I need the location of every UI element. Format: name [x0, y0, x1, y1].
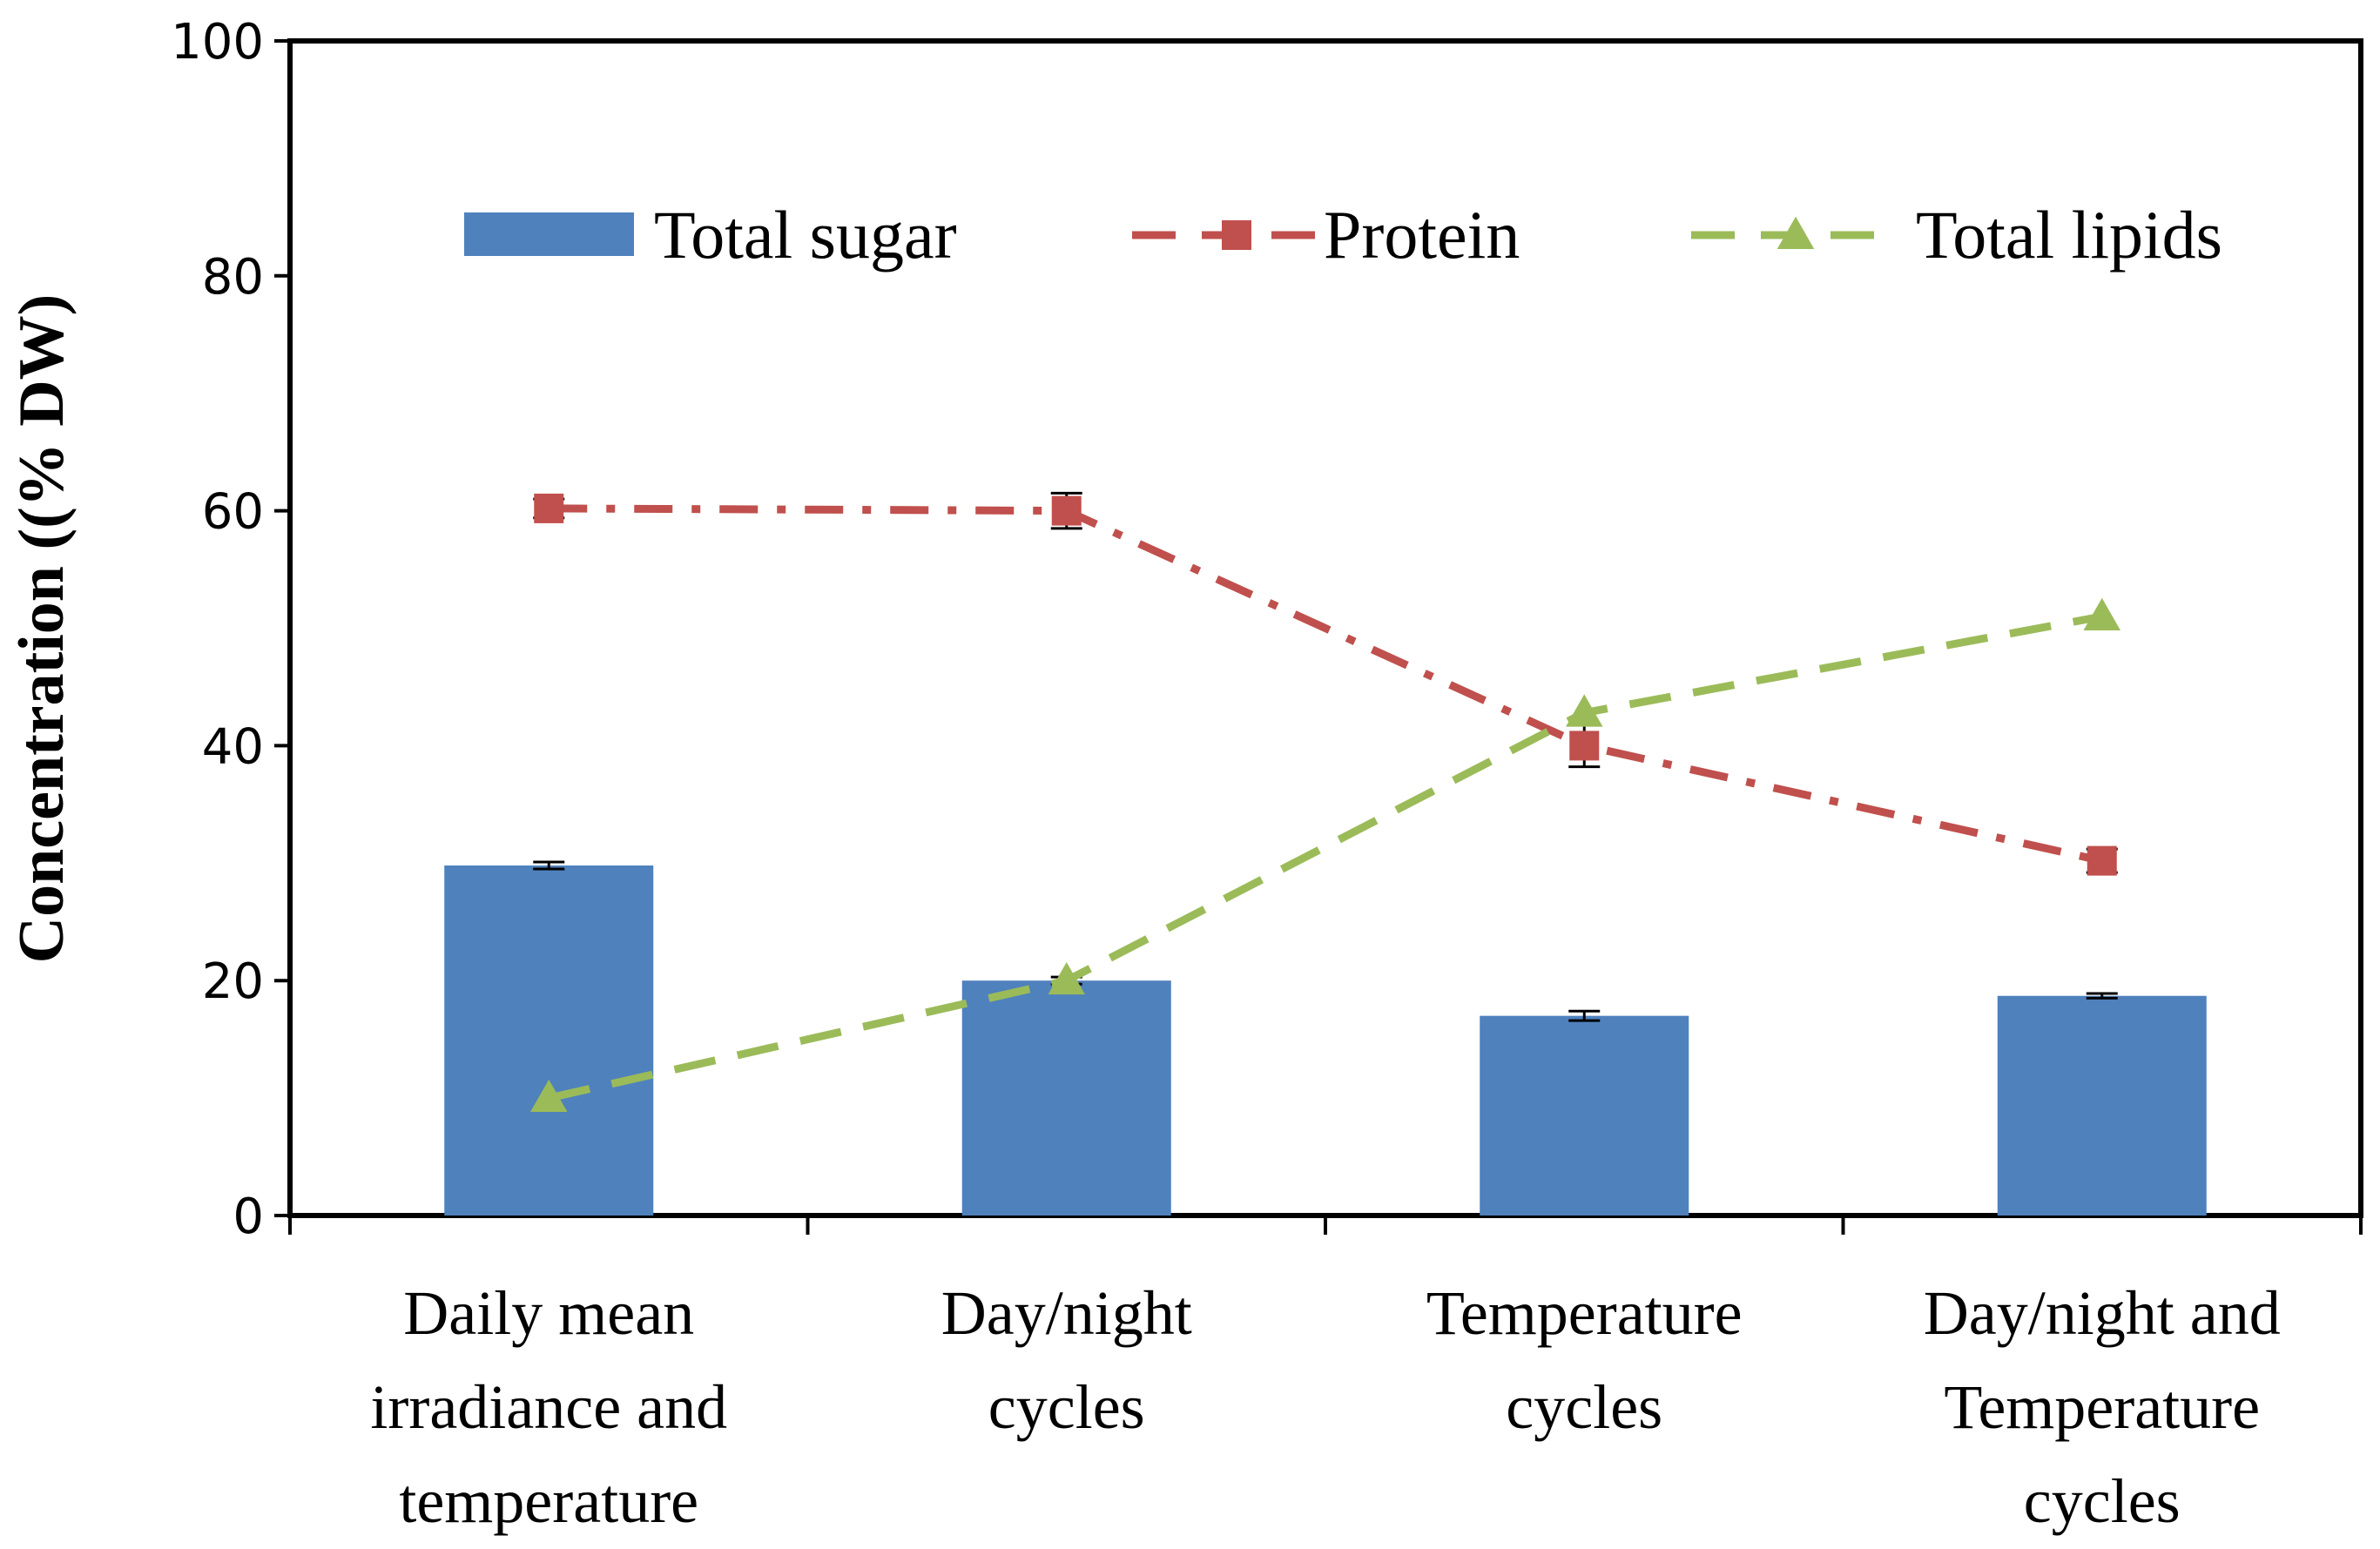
bar-total-sugar [1480, 1015, 1689, 1216]
category-label: Temperature cycles [1426, 1278, 1743, 1442]
y-tick-label: 40 [202, 718, 264, 775]
y-tick-label: 0 [233, 1189, 264, 1245]
category-label-line: Day/night [941, 1278, 1192, 1348]
triangle-marker [2083, 597, 2120, 630]
category-label-line: Daily mean [403, 1278, 694, 1348]
legend-label: Total sugar [654, 197, 957, 273]
legend-label: Protein [1324, 197, 1520, 273]
y-tick-label: 80 [202, 249, 264, 306]
square-marker [1051, 495, 1082, 526]
category-label-line: temperature [399, 1466, 698, 1536]
category-label: Day/night cycles [941, 1278, 1192, 1442]
legend: Total sugar Protein Total lipids [464, 197, 2222, 273]
triangle-marker [1777, 216, 1815, 249]
bar-total-sugar [961, 980, 1171, 1216]
triangle-marker [1566, 694, 1603, 727]
series-total-lipids [530, 597, 2120, 1113]
series-protein [533, 491, 2118, 876]
series-line [548, 612, 2103, 1102]
square-marker [1569, 731, 1600, 761]
y-axis-title: Concentration ((% DW) [6, 294, 78, 964]
category-label-line: Day/night and [1924, 1278, 2281, 1348]
square-marker [1222, 220, 1251, 250]
triangle-marker [1048, 961, 1085, 995]
legend-item-total-sugar: Total sugar [464, 197, 957, 273]
square-marker [2087, 845, 2117, 876]
category-label: Daily mean irradiance and temperature [370, 1278, 727, 1536]
y-axis-ticks: 0 20 40 60 80 100 [171, 14, 290, 1245]
legend-item-total-lipids: Total lipids [1691, 197, 2222, 273]
legend-swatch [464, 212, 634, 256]
triangle-marker [530, 1079, 568, 1113]
y-tick-label: 20 [202, 953, 264, 1010]
bar-series-total-sugar [444, 860, 2207, 1216]
legend-label: Total lipids [1916, 197, 2222, 273]
category-label-line: irradiance and [370, 1372, 727, 1442]
bar-total-sugar [1997, 995, 2207, 1216]
x-axis-ticks [288, 1216, 2363, 1235]
category-label-line: Temperature [1426, 1278, 1743, 1348]
square-marker [534, 493, 564, 523]
category-label-line: cycles [2024, 1466, 2181, 1536]
bar-total-sugar [444, 865, 654, 1216]
category-label-line: cycles [1506, 1372, 1662, 1442]
category-label: Day/night and Temperature cycles [1924, 1278, 2281, 1536]
y-tick-label: 100 [171, 14, 264, 71]
series-line [549, 504, 2103, 865]
category-labels: Daily mean irradiance and temperature Day/n… [370, 1278, 2280, 1536]
y-tick-label: 60 [202, 484, 264, 541]
category-label-line: Temperature [1944, 1372, 2260, 1442]
line-series [530, 491, 2120, 1113]
legend-item-protein: Protein [1132, 197, 1520, 273]
category-label-line: cycles [988, 1372, 1145, 1442]
